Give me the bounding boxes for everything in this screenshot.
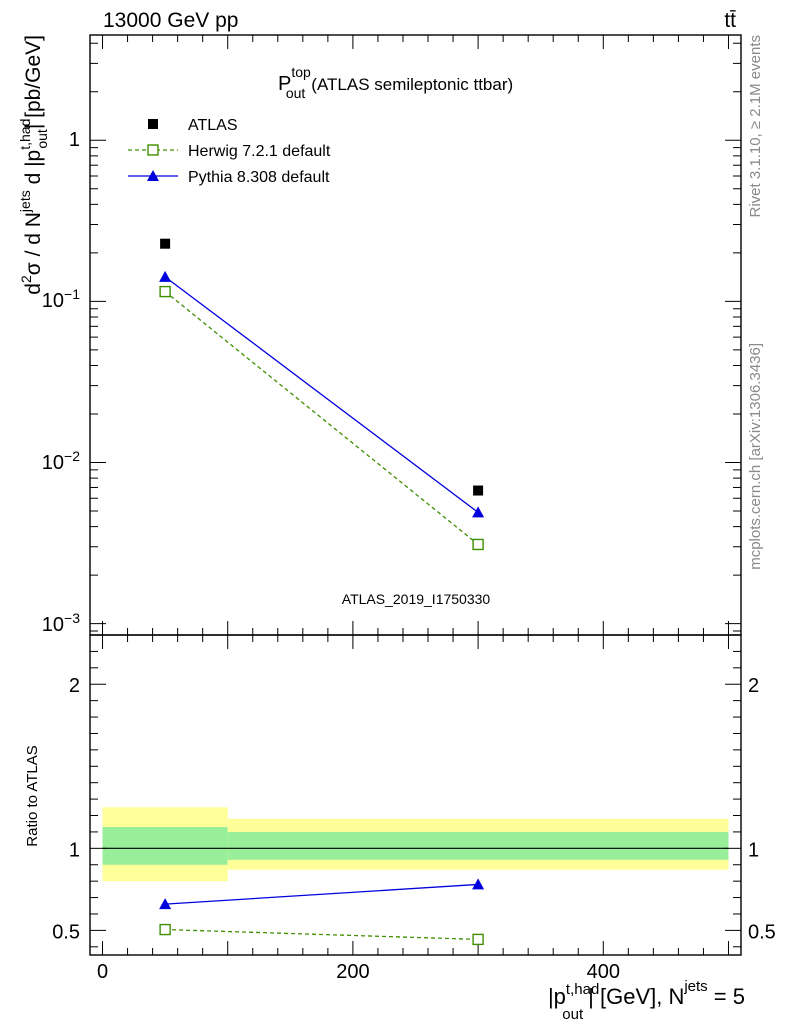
main-legend: ATLAS Herwig 7.2.1 default Pythia 8.308 … xyxy=(128,117,331,186)
legend-atlas-marker xyxy=(148,119,158,129)
ylabel-jets-sup: jets xyxy=(17,190,33,213)
ylabel-sigma: σ / d N xyxy=(22,212,45,275)
pythia-point xyxy=(472,506,485,518)
ratio-axis-ticks xyxy=(90,635,741,955)
ratio-pythia-point xyxy=(159,898,172,910)
ratio-ytick-label-right: 2 xyxy=(748,675,759,697)
header-process-label: tt̄ xyxy=(724,9,736,32)
ratio-xtick-labels: 0 200 400 xyxy=(97,961,620,983)
title-out-sub: out xyxy=(286,85,306,101)
ratio-xtick-label: 200 xyxy=(336,961,369,983)
x-axis-label: |pt,had out| [GeV], Njets = 5 xyxy=(548,978,745,1023)
ratio-band-inner xyxy=(102,827,228,865)
herwig-line xyxy=(164,291,479,545)
xlabel-unit: | [GeV], N xyxy=(588,984,684,1009)
main-axis-ticks xyxy=(90,35,741,635)
ratio-herwig-point xyxy=(159,923,171,936)
ratio-herwig-point xyxy=(472,933,484,946)
main-ytick-label-0.01: 10−2 xyxy=(42,448,80,474)
main-ytick-0.1-base: 10 xyxy=(42,290,64,312)
ylabel-dp: d |p xyxy=(22,150,45,190)
main-panel: 1 10−1 10−2 10−3 d2σ / d Njets d |pt,had… xyxy=(17,34,742,636)
xlabel-p: |p xyxy=(548,984,566,1009)
ratio-ytick-label-right: 0.5 xyxy=(748,921,776,943)
main-ytick-label-1: 1 xyxy=(69,129,80,151)
mcplots-reference-label: mcplots.cern.ch [arXiv:1306.3436] xyxy=(747,343,764,570)
main-chart-title: Ptop out (ATLAS semileptonic ttbar) xyxy=(278,64,513,101)
herwig-point xyxy=(159,285,171,298)
main-ytick-0.01-base: 10 xyxy=(42,452,64,474)
xlabel-eq: = 5 xyxy=(708,984,745,1009)
main-ytick-label-0.001: 10−3 xyxy=(42,610,80,636)
header-energy-label: 13000 GeV pp xyxy=(103,9,238,32)
ylabel-p-sup: t,had xyxy=(17,119,33,150)
ratio-panel: 0.5 0.5 1 1 2 2 0 200 400 Ratio to ATLAS |pt,ha… xyxy=(24,634,776,1023)
rivet-version-label: Rivet 3.1.10, ≥ 2.1M events xyxy=(747,35,764,218)
main-ytick-label-0.1: 10−1 xyxy=(42,286,80,312)
title-suffix: (ATLAS semileptonic ttbar) xyxy=(311,75,513,94)
ratio-ytick-label-left: 0.5 xyxy=(52,921,80,943)
main-ytick-0.1-exp: −1 xyxy=(64,286,80,302)
ratio-xtick-label: 0 xyxy=(97,961,108,983)
atlas-point xyxy=(473,485,484,496)
ratio-ytick-label-left: 2 xyxy=(69,675,80,697)
analysis-watermark: ATLAS_2019_I1750330 xyxy=(342,591,491,607)
xlabel-p-sup: t,had xyxy=(566,981,599,998)
ratio-ytick-labels: 0.5 0.5 1 1 2 2 xyxy=(52,675,776,943)
ylabel-p-sub: out xyxy=(34,129,50,149)
legend-pythia-label: Pythia 8.308 default xyxy=(188,169,330,186)
ratio-band-inner xyxy=(227,831,729,860)
ratio-frame xyxy=(89,634,742,956)
ratio-herwig-line xyxy=(165,928,479,941)
main-ytick-0.001-base: 10 xyxy=(42,614,64,636)
legend-pythia-marker xyxy=(147,170,159,181)
xlabel-p-sub: out xyxy=(562,1006,584,1023)
ratio-xtick-label: 400 xyxy=(587,961,620,983)
ratio-y-axis-label: Ratio to ATLAS xyxy=(24,745,41,846)
ylabel-d-sup: 2 xyxy=(18,275,34,283)
main-y-axis-label: d2σ / d Njets d |pt,hadout| [pb/GeV] xyxy=(17,35,50,295)
pythia-point xyxy=(159,270,172,282)
ratio-pythia-line xyxy=(165,883,479,905)
main-ytick-0.001-exp: −3 xyxy=(64,610,80,626)
ratio-ytick-label-right: 1 xyxy=(748,839,759,861)
ylabel-d: d xyxy=(22,283,45,295)
xlabel-jets-sup: jets xyxy=(683,978,707,995)
ratio-uncertainty-bands xyxy=(102,807,729,882)
pythia-line xyxy=(164,276,479,513)
ratio-ytick-label-left: 1 xyxy=(69,839,80,861)
main-ytick-0.01-exp: −2 xyxy=(64,448,80,464)
main-series-layer xyxy=(159,238,485,551)
atlas-point xyxy=(160,238,171,249)
legend-herwig-label: Herwig 7.2.1 default xyxy=(188,143,331,160)
title-p: P xyxy=(278,73,291,95)
herwig-point xyxy=(472,538,484,551)
legend-atlas-label: ATLAS xyxy=(188,117,238,134)
ylabel-unit: | [pb/GeV] xyxy=(22,35,45,129)
legend-herwig-marker xyxy=(147,144,159,156)
ratio-pythia-point xyxy=(472,878,485,890)
title-top-sup: top xyxy=(291,64,311,80)
ratio-series-layer xyxy=(159,878,485,946)
